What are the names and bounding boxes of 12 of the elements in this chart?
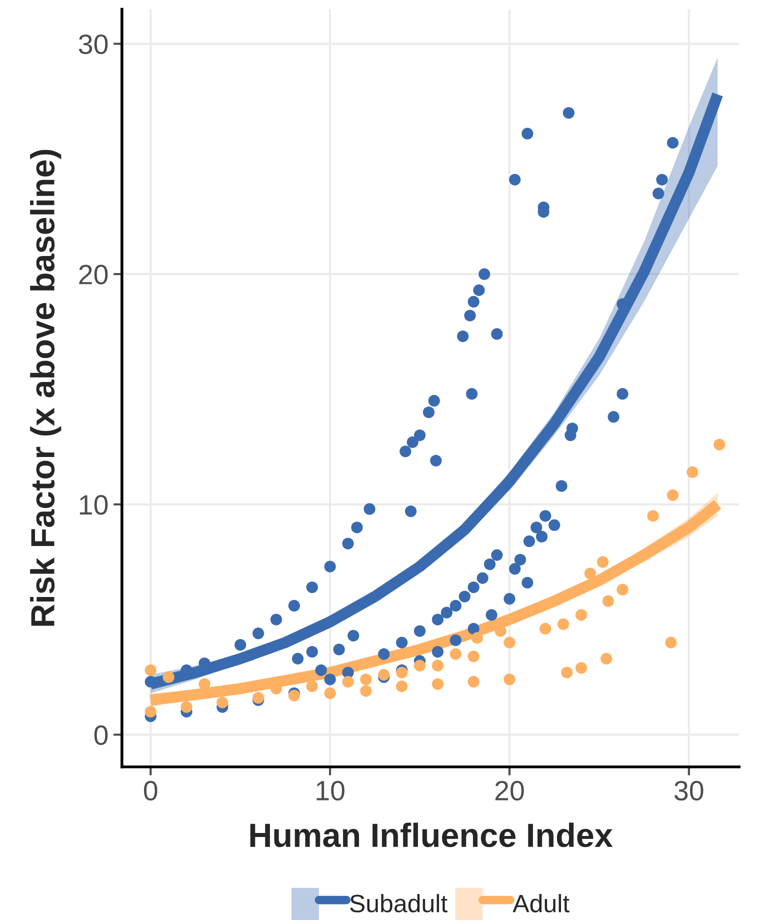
y-tick-label: 30	[78, 34, 108, 54]
y-axis-title: Risk Factor (x above baseline)	[30, 150, 62, 626]
legend-label: Adult	[512, 894, 570, 912]
y-tick-label: 0	[94, 725, 108, 746]
legend-label: Subadult	[350, 894, 448, 912]
x-tick-label: 10	[316, 780, 344, 801]
x-tick-label: 0	[144, 780, 158, 801]
x-axis-title: Human Influence Index	[250, 822, 613, 848]
x-tick-label: 30	[674, 780, 704, 801]
x-tick-label: 20	[495, 780, 524, 801]
y-tick-label: 20	[79, 264, 108, 284]
y-tick-label: 10	[80, 495, 108, 515]
